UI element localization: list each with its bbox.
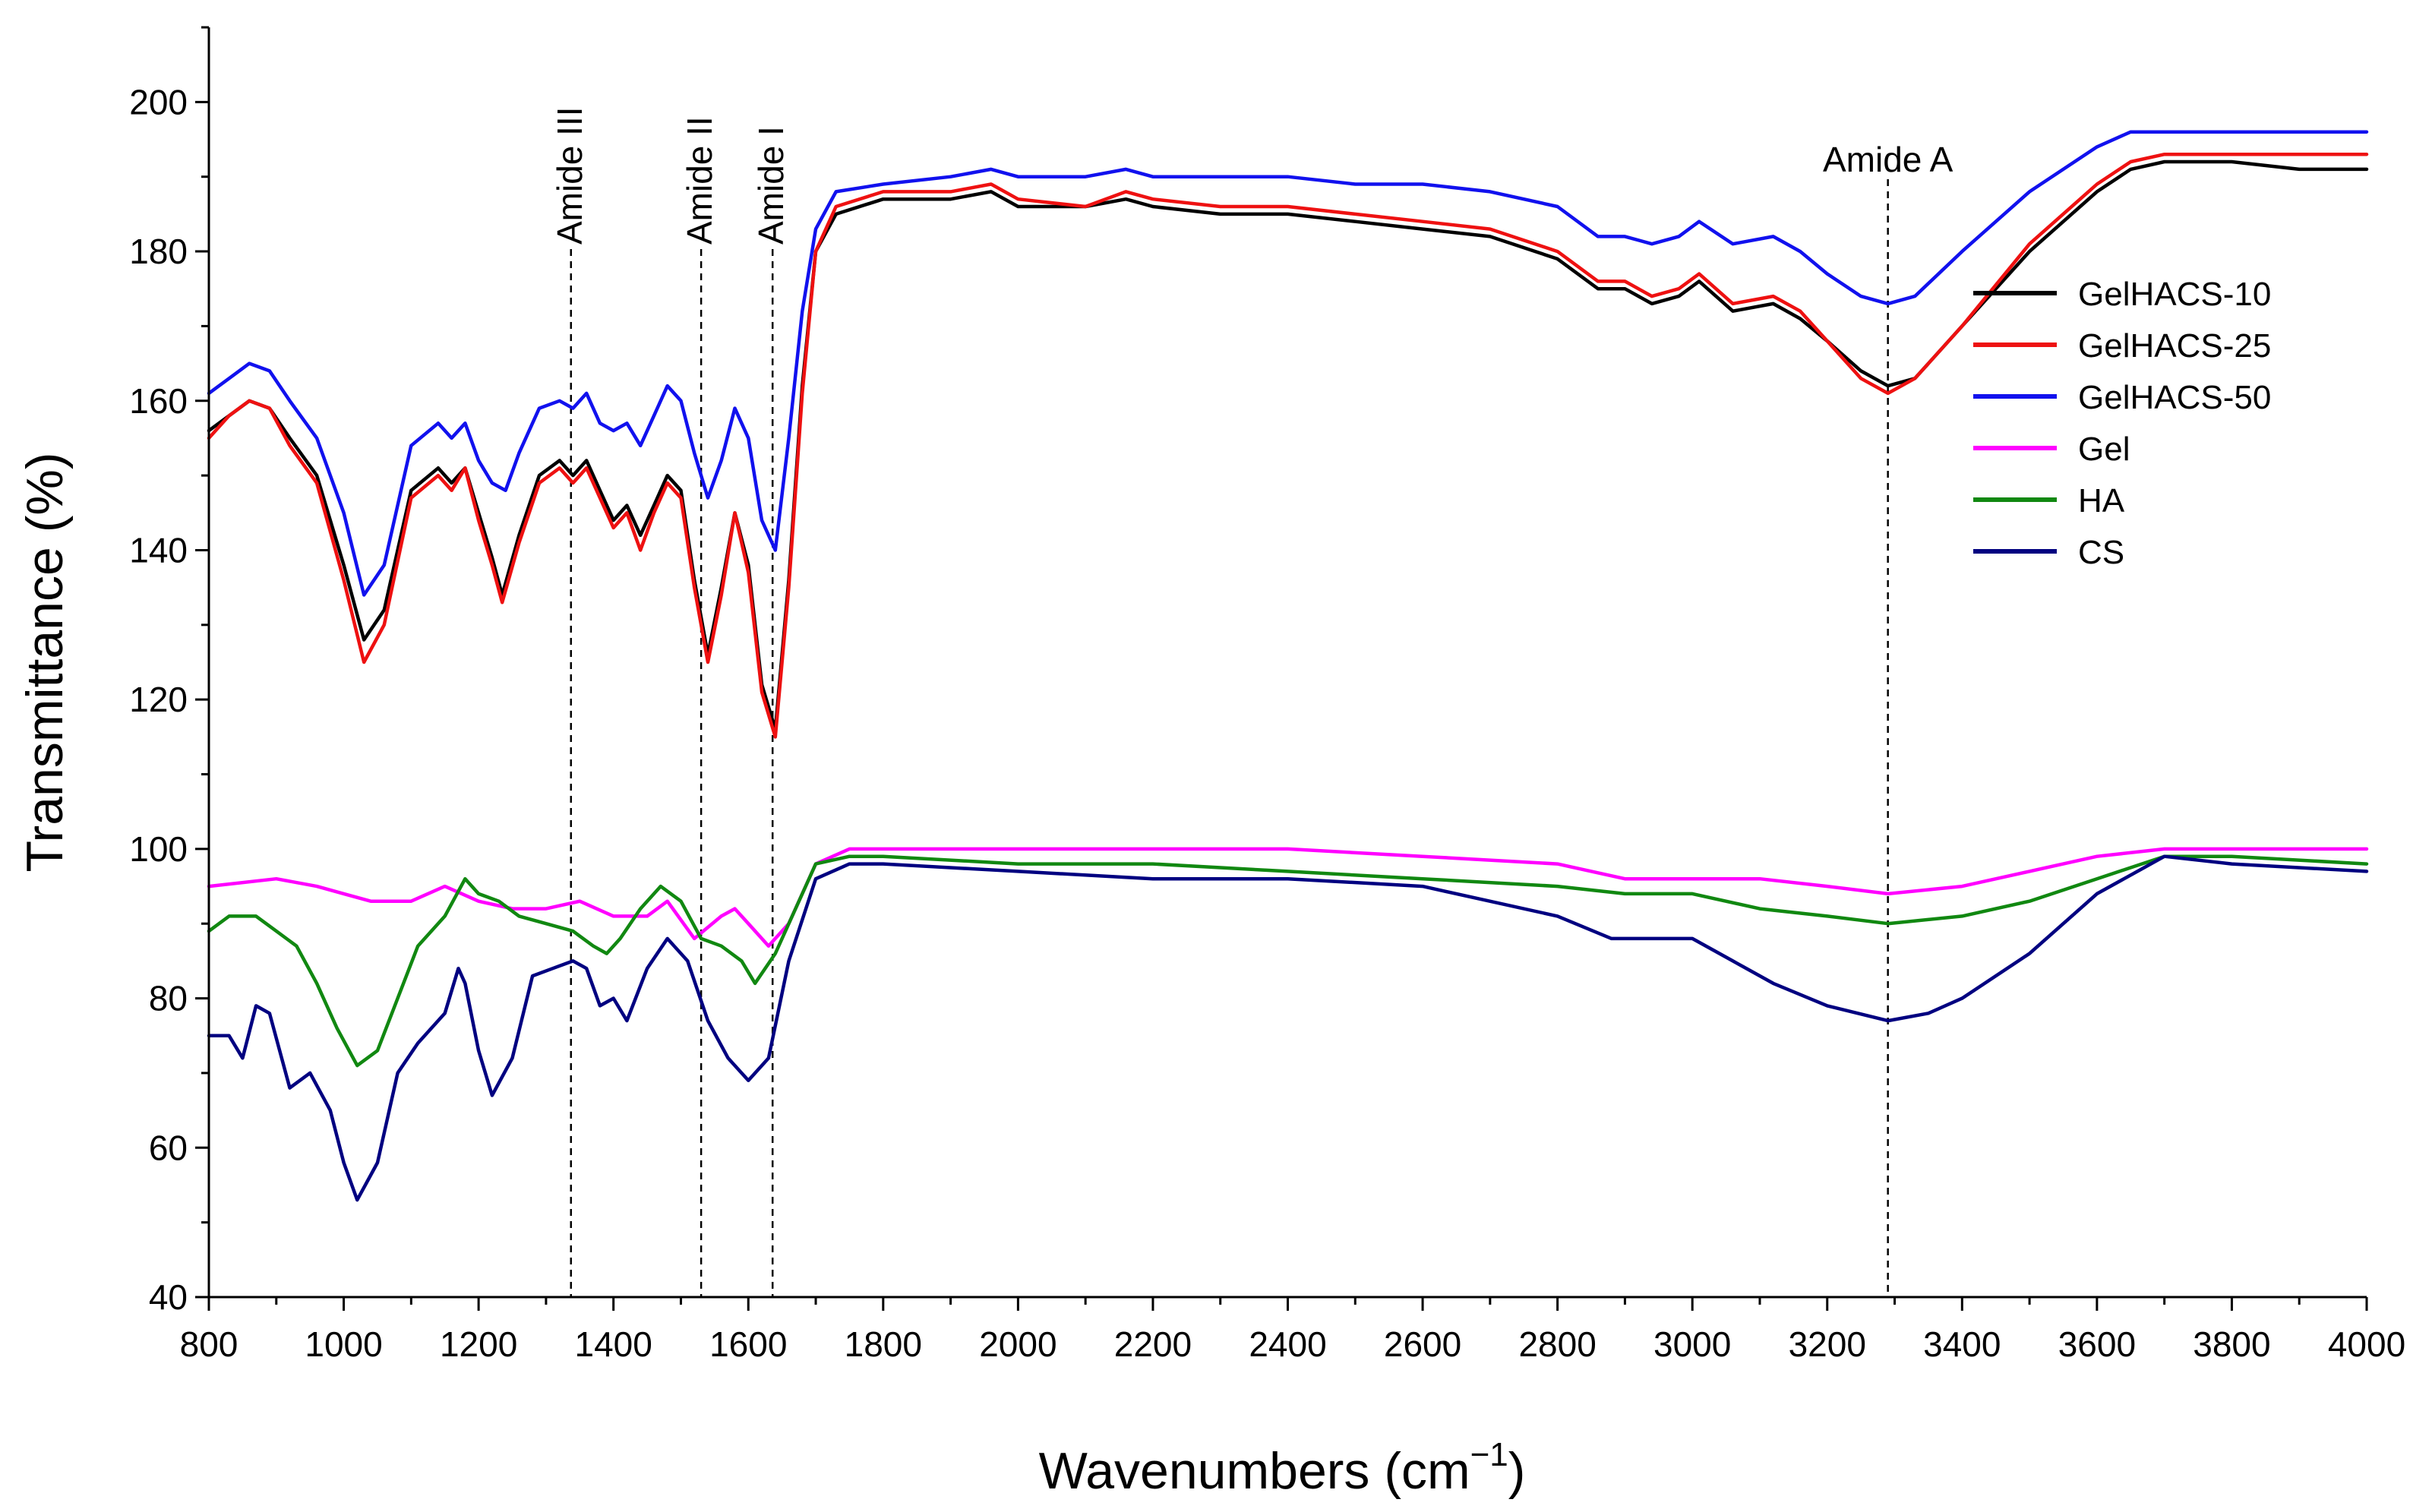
axes-layer <box>207 27 2367 1299</box>
series-line-gelhacs-50 <box>207 130 2369 597</box>
x-tick-label: 2400 <box>1249 1324 1326 1364</box>
legend-label: HA <box>2078 482 2125 519</box>
tick-layer: 800 1000 1200 1400 1600 1800 2000 2200 2400 2600 2… <box>129 26 2405 1364</box>
x-tick-label: 1000 <box>305 1324 382 1364</box>
annotation-label: Amide I <box>751 126 791 245</box>
x-tick-label: 3200 <box>1789 1324 1866 1364</box>
x-tick-label: 4000 <box>2328 1324 2405 1364</box>
x-tick-label: 1600 <box>709 1324 787 1364</box>
series-line-ha <box>207 854 2369 1068</box>
y-tick-label: 80 <box>149 979 188 1018</box>
series-line-gelhacs-25 <box>207 152 2369 739</box>
y-tick-label: 120 <box>129 680 188 719</box>
y-tick-label: 200 <box>129 82 188 122</box>
y-tick-label: 160 <box>129 381 188 421</box>
legend-label: GelHACS-50 <box>2078 379 2271 416</box>
x-tick-label: 3400 <box>1923 1324 2001 1364</box>
series-line-cs <box>207 854 2369 1202</box>
x-tick-label: 1800 <box>845 1324 922 1364</box>
annotation-label: Amide A <box>1823 140 1953 179</box>
x-axis-label-main: Wavenumbers (cm <box>1039 1442 1470 1500</box>
x-tick-label: 1400 <box>575 1324 652 1364</box>
x-tick-label: 3000 <box>1653 1324 1731 1364</box>
annotation-label: Amide II <box>680 116 719 245</box>
series-line-gelhacs-10 <box>207 159 2369 731</box>
x-tick-label: 800 <box>180 1324 238 1364</box>
legend: GelHACS-10 GelHACS-25 GelHACS-50 Gel HA CS <box>1973 276 2271 571</box>
x-tick-label: 3800 <box>2193 1324 2270 1364</box>
annotation-layer: Amide III Amide II Amide I Amide A <box>550 106 1953 1297</box>
x-tick-label: 2800 <box>1518 1324 1596 1364</box>
legend-label: CS <box>2078 534 2124 571</box>
legend-label: GelHACS-10 <box>2078 276 2271 313</box>
x-tick-label: 3600 <box>2058 1324 2136 1364</box>
series-layer <box>207 130 2369 1202</box>
y-axis-label: Transmittance (%) <box>16 453 74 873</box>
legend-label: GelHACS-25 <box>2078 327 2271 365</box>
x-tick-label: 2000 <box>979 1324 1056 1364</box>
y-tick-label: 60 <box>149 1128 188 1167</box>
x-axis-label-close: ) <box>1508 1442 1526 1500</box>
x-tick-label: 1200 <box>440 1324 517 1364</box>
y-tick-label: 180 <box>129 232 188 271</box>
y-tick-label: 100 <box>129 829 188 869</box>
y-tick-label: 40 <box>149 1277 188 1317</box>
annotation-label: Amide III <box>550 106 589 245</box>
x-axis-label-superscript: −1 <box>1470 1436 1508 1473</box>
y-tick-label: 140 <box>129 530 188 570</box>
x-tick-label: 2600 <box>1384 1324 1461 1364</box>
x-tick-label: 2200 <box>1114 1324 1192 1364</box>
x-axis-label: Wavenumbers (cm−1) <box>1039 1436 1526 1500</box>
legend-label: Gel <box>2078 431 2130 468</box>
